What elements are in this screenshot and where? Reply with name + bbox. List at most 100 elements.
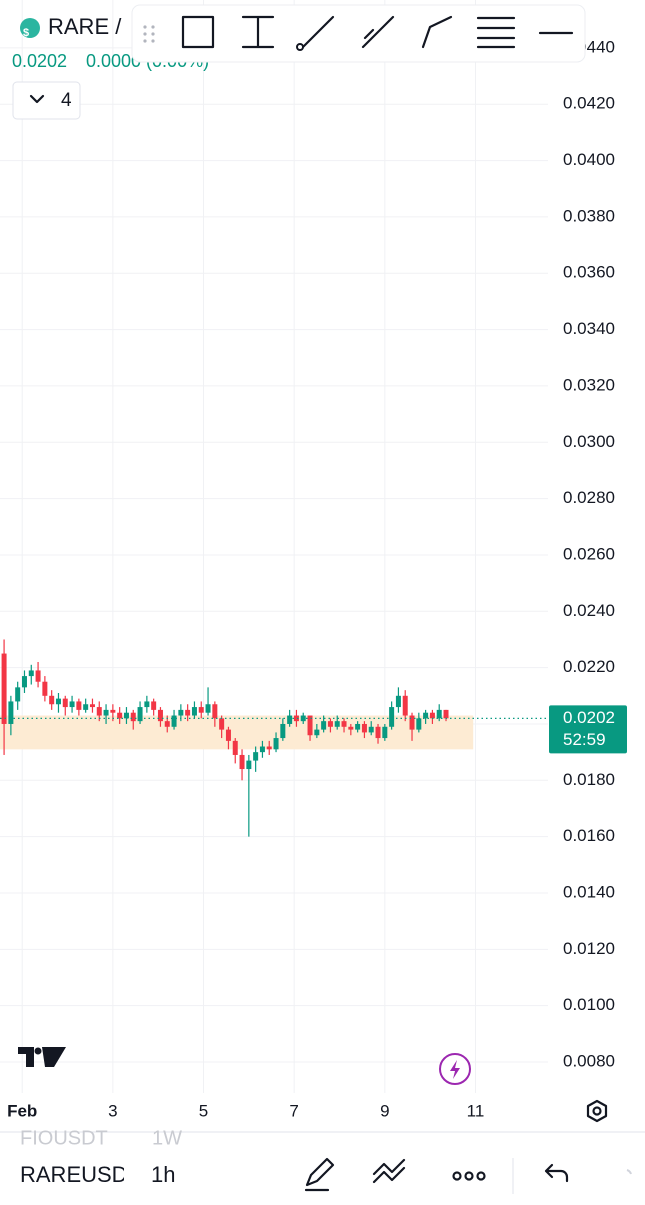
candle-body	[185, 709, 191, 716]
candle-body	[382, 726, 388, 739]
candle-body	[300, 715, 306, 722]
y-tick-label: 0.0280	[563, 488, 615, 507]
candle-body	[361, 723, 367, 733]
candle-body	[1, 653, 7, 724]
candle-body	[429, 712, 435, 719]
candle-body	[117, 712, 123, 719]
candle-body	[171, 715, 177, 727]
path-tool[interactable]	[421, 15, 453, 49]
prev-symbol: FIOUSDT	[20, 1127, 108, 1149]
candle-body	[416, 718, 422, 730]
more-button[interactable]	[452, 1171, 486, 1181]
x-tick-label: Feb	[7, 1101, 37, 1120]
candle-body	[151, 701, 157, 710]
candle-body	[280, 723, 286, 739]
settings-button[interactable]	[586, 1099, 608, 1123]
candle-body	[123, 712, 129, 719]
candle-body	[62, 698, 68, 708]
range-tool[interactable]	[241, 15, 275, 49]
candle-body	[355, 723, 361, 730]
candle-body	[327, 721, 333, 727]
symbol-name[interactable]: RARE /	[48, 14, 122, 39]
fib-tool[interactable]	[476, 16, 516, 49]
grid	[0, 0, 548, 1093]
y-tick-label: 0.0100	[563, 995, 615, 1014]
candle-body	[219, 718, 225, 730]
candle-body	[389, 707, 395, 727]
bar-countdown: 52:59	[563, 730, 606, 749]
candle-body	[287, 715, 293, 724]
candle-body	[246, 760, 252, 770]
candle-body	[395, 695, 401, 708]
candle-body	[334, 721, 340, 727]
candle-body	[307, 715, 313, 736]
candle-body	[178, 709, 184, 716]
candle-body	[225, 729, 231, 741]
candle-body	[273, 738, 279, 750]
candle-body	[198, 707, 204, 713]
last-price-badge	[549, 705, 627, 754]
candle-body	[28, 670, 34, 677]
indicator-button[interactable]	[372, 1158, 406, 1184]
draw-button[interactable]	[304, 1157, 335, 1192]
toolbar-bg	[131, 4, 586, 63]
chevron-icon	[29, 94, 45, 104]
y-tick-label: 0.0120	[563, 939, 615, 958]
candle-body	[89, 704, 95, 708]
candle-body	[402, 695, 408, 716]
candle-body	[42, 681, 48, 696]
footer-interval[interactable]: 1h	[151, 1162, 175, 1187]
footer-symbol[interactable]: RAREUSDT	[20, 1162, 141, 1187]
redo-button[interactable]	[626, 1169, 632, 1175]
y-tick-label: 0.0080	[563, 1051, 615, 1070]
candle-body	[49, 695, 55, 705]
undo-button[interactable]	[544, 1163, 569, 1183]
y-tick-label: 0.0240	[563, 601, 615, 620]
candle-body	[69, 701, 75, 708]
y-tick-label: 0.0340	[563, 319, 615, 338]
candle-body	[15, 687, 21, 702]
candle-body	[83, 704, 89, 710]
symbol-icon	[20, 18, 40, 38]
candle-body	[266, 746, 272, 750]
candle-body	[191, 707, 197, 716]
drag-handle[interactable]	[143, 25, 155, 43]
candle-body	[375, 726, 381, 739]
candle-body	[314, 729, 320, 736]
y-tick-label: 0.0320	[563, 375, 615, 394]
candle-body	[21, 676, 27, 688]
time-axis: Feb 3 5 7 9 11	[7, 1101, 484, 1120]
anchor	[296, 43, 304, 51]
candle-body	[35, 670, 41, 682]
candle-body	[130, 712, 136, 722]
candle-body	[321, 721, 327, 730]
last-price-label: 0.0202	[563, 708, 615, 727]
y-tick-label: 0.0380	[563, 206, 615, 225]
candle-body	[368, 726, 374, 733]
candle-body	[443, 709, 449, 719]
trendline-tool[interactable]	[301, 15, 335, 49]
indicators-toggle[interactable]	[12, 81, 81, 120]
y-tick-label: 0.0420	[563, 94, 615, 113]
y-tick-label: 0.0300	[563, 432, 615, 451]
y-tick-label: 0.0160	[563, 826, 615, 845]
y-tick-label: 0.0220	[563, 657, 615, 676]
candle-body	[436, 709, 442, 719]
x-tick-label: 3	[108, 1101, 117, 1120]
candle-body	[259, 746, 265, 753]
candle-body	[110, 709, 116, 713]
settings-icon	[592, 1106, 602, 1116]
candle-body	[76, 701, 82, 710]
header-price: 0.0202	[12, 51, 67, 71]
channel-tool[interactable]	[361, 15, 395, 49]
candle-body	[144, 701, 150, 708]
candle-body	[103, 709, 109, 716]
rectangle-tool[interactable]	[181, 15, 215, 49]
candle-body	[423, 712, 429, 719]
x-tick-label: 5	[199, 1101, 208, 1120]
y-tick-label: 0.0180	[563, 770, 615, 789]
x-tick-label: 9	[380, 1101, 389, 1120]
plot-area	[0, 639, 548, 837]
candle-body	[409, 715, 415, 730]
